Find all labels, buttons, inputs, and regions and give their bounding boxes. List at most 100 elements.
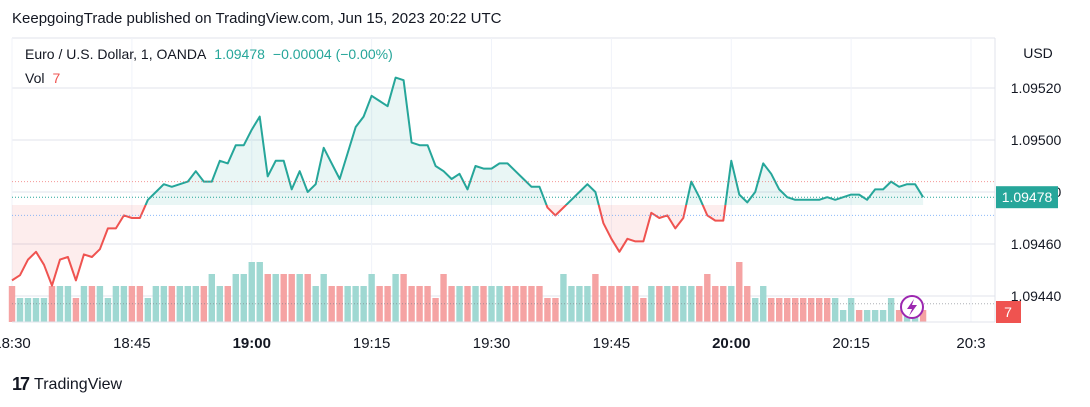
volume-bar (208, 274, 215, 322)
symbol-legend: Euro / U.S. Dollar, 1, OANDA 1.09478 −0.00… (25, 46, 393, 62)
volume-bar (64, 286, 72, 322)
volume-bar (232, 274, 239, 322)
volume-bar (640, 298, 647, 322)
x-tick-label: 19:45 (593, 335, 631, 352)
volume-bar (440, 274, 447, 322)
symbol-name: Euro / U.S. Dollar, 1, OANDA (25, 46, 207, 62)
volume-bar (879, 310, 887, 322)
volume-bar (544, 298, 551, 322)
volume-bar (256, 262, 263, 322)
volume-bar (512, 286, 519, 322)
volume-bar (200, 286, 208, 322)
volume-bar (895, 310, 903, 322)
last-price: 1.09478 (214, 46, 265, 62)
volume-bar (128, 286, 136, 322)
volume-bar (152, 286, 160, 322)
volume-bar (56, 286, 64, 322)
volume-bar (616, 286, 623, 322)
volume-bar (608, 286, 615, 322)
footer-brand: 17 TradingView (12, 374, 122, 395)
volume-bar (656, 286, 663, 322)
volume-bar (632, 286, 639, 322)
volume-bar (296, 274, 303, 322)
price-line-up (144, 76, 924, 205)
volume-bar (248, 262, 255, 322)
baseline-area (12, 77, 924, 286)
volume-value: 7 (52, 70, 61, 86)
volume-bar (224, 286, 231, 322)
volume-bar (728, 286, 735, 322)
volume-bar (88, 286, 96, 322)
price-change: −0.00004 (−0.00%) (272, 46, 393, 62)
volume-bar (815, 298, 823, 322)
volume-bar (488, 286, 495, 322)
volume-bar (160, 286, 168, 322)
volume-bar (16, 298, 24, 322)
volume-bar (871, 310, 879, 322)
volume-bar (855, 310, 863, 322)
volume-bar (72, 298, 80, 322)
volume-bar (799, 298, 807, 322)
price-line (11, 76, 924, 287)
volume-bar (768, 298, 775, 322)
volume-bar (424, 286, 431, 322)
volume-bar (448, 286, 455, 322)
volume-bar (776, 298, 783, 322)
axes: USD1.095201.095001.094801.094601.094401.… (0, 38, 1062, 352)
volume-bar (887, 298, 895, 322)
volume-badge: 7 (1004, 304, 1012, 320)
volume-bar (464, 286, 471, 322)
volume-bar (304, 274, 311, 322)
volume-bar (136, 286, 144, 322)
x-tick-label: 20:15 (832, 335, 870, 352)
volume-bar (432, 298, 439, 322)
volume-bar (520, 286, 527, 322)
volume-bar (688, 286, 695, 322)
volume-bar (280, 274, 287, 322)
volume-bar (264, 274, 271, 322)
volume-bar (784, 298, 791, 322)
lightning-icon (900, 295, 924, 319)
volume-bars (8, 262, 927, 322)
volume-badge-bg (996, 301, 1021, 323)
volume-bar (760, 286, 767, 322)
publish-attribution: KeepgoingTrade published on TradingView.… (12, 10, 502, 27)
volume-bar (664, 286, 671, 322)
price-badge: 1.09478 (1002, 189, 1053, 205)
x-tick-label: 19:15 (353, 335, 391, 352)
volume-bar (112, 286, 120, 322)
volume-bar (863, 310, 871, 322)
x-tick-label: 19:30 (473, 335, 511, 352)
volume-bar (496, 286, 503, 322)
y-tick-label: 1.09520 (1011, 80, 1062, 96)
volume-bar (472, 286, 479, 322)
volume-bar (32, 298, 40, 322)
x-tick-label: 18:45 (113, 335, 151, 352)
x-tick-label: 18:30 (0, 335, 31, 352)
brand-name: TradingView (34, 375, 123, 393)
volume-bar (847, 298, 855, 322)
x-tick-label: 19:00 (233, 335, 271, 352)
volume-bar (807, 298, 815, 322)
volume-bar (584, 286, 591, 322)
volume-bar (104, 298, 112, 322)
volume-bar (376, 286, 383, 322)
volume-bar (272, 274, 279, 322)
volume-bar (536, 286, 543, 322)
volume-bar (736, 262, 743, 322)
volume-bar (176, 286, 184, 322)
volume-label: Vol (25, 70, 45, 86)
volume-bar (823, 298, 831, 322)
x-tick-label: 20:00 (712, 335, 750, 352)
volume-bar (552, 298, 559, 322)
volume-bar (752, 298, 759, 322)
volume-legend: Vol 7 (25, 70, 60, 86)
volume-bar (839, 310, 847, 322)
volume-bar (40, 298, 48, 322)
volume-bar (712, 286, 719, 322)
volume-bar (568, 286, 575, 322)
volume-bar (320, 274, 327, 322)
volume-bar (792, 298, 799, 322)
grid-lines (11, 37, 995, 322)
